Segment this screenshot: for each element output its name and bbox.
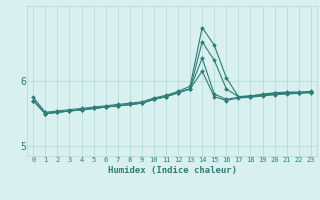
X-axis label: Humidex (Indice chaleur): Humidex (Indice chaleur) — [108, 166, 236, 175]
